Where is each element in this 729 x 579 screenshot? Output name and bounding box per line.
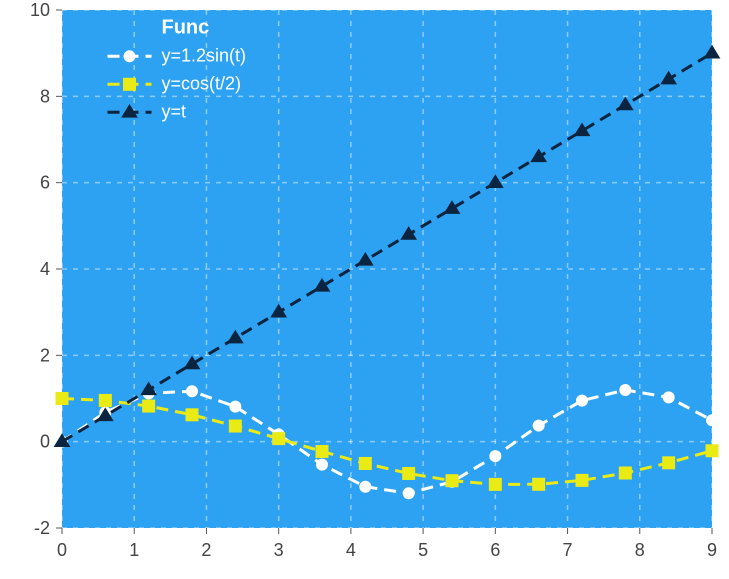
legend-label-sin: y=1.2sin(t) xyxy=(162,45,247,65)
marker-circle-sin xyxy=(491,452,500,461)
marker-square-cos xyxy=(57,393,68,404)
marker-square-cos xyxy=(273,433,284,444)
marker-circle-sin xyxy=(231,402,240,411)
marker-circle-sin xyxy=(664,393,673,402)
legend-title: Func xyxy=(162,16,210,38)
x-tick-label: 3 xyxy=(274,540,284,560)
x-tick-label: 5 xyxy=(418,540,428,560)
y-tick-label: 6 xyxy=(40,173,50,193)
marker-square-cos xyxy=(403,468,414,479)
x-tick-label: 7 xyxy=(563,540,573,560)
marker-square-cos xyxy=(317,446,328,457)
marker-square-cos xyxy=(533,479,544,490)
x-tick-label: 0 xyxy=(57,540,67,560)
marker-circle-sin xyxy=(188,387,197,396)
marker-square-cos xyxy=(230,421,241,432)
marker-square-cos xyxy=(490,479,501,490)
x-tick-label: 9 xyxy=(707,540,717,560)
legend-label-cos: y=cos(t/2) xyxy=(162,73,242,93)
line-chart: 0 1 2 3 4 5 6 7 8 9 -2 0 2 4 6 8 10 Func y=1.2sin(t) y=cos(… xyxy=(0,0,729,579)
y-tick-label: -2 xyxy=(34,518,50,538)
y-tick-label: 4 xyxy=(40,259,50,279)
marker-square-cos xyxy=(447,475,458,486)
marker-square-cos xyxy=(663,457,674,468)
x-tick-label: 8 xyxy=(635,540,645,560)
marker-circle-sin xyxy=(404,489,413,498)
x-tick-label: 1 xyxy=(129,540,139,560)
marker-circle-sin xyxy=(578,396,587,405)
marker-square-cos xyxy=(124,79,135,90)
marker-circle-sin xyxy=(708,416,717,425)
y-tick-label: 8 xyxy=(40,86,50,106)
y-tick-label: 0 xyxy=(40,432,50,452)
marker-circle-sin xyxy=(361,482,370,491)
y-tick-label: 10 xyxy=(30,0,50,20)
marker-circle-sin xyxy=(534,421,543,430)
marker-square-cos xyxy=(143,401,154,412)
chart-container: 0 1 2 3 4 5 6 7 8 9 -2 0 2 4 6 8 10 Func y=1.2sin(t) y=cos(… xyxy=(0,0,729,579)
marker-square-cos xyxy=(360,458,371,469)
marker-square-cos xyxy=(707,445,718,456)
y-tick-label: 2 xyxy=(40,345,50,365)
marker-square-cos xyxy=(100,395,111,406)
x-tick-label: 2 xyxy=(201,540,211,560)
legend-label-lin: y=t xyxy=(162,101,187,121)
x-tick-label: 4 xyxy=(346,540,356,560)
marker-square-cos xyxy=(577,475,588,486)
marker-square-cos xyxy=(187,409,198,420)
marker-circle-sin xyxy=(318,460,327,469)
marker-square-cos xyxy=(620,468,631,479)
x-tick-label: 6 xyxy=(490,540,500,560)
marker-circle-sin xyxy=(125,52,134,61)
marker-circle-sin xyxy=(621,385,630,394)
